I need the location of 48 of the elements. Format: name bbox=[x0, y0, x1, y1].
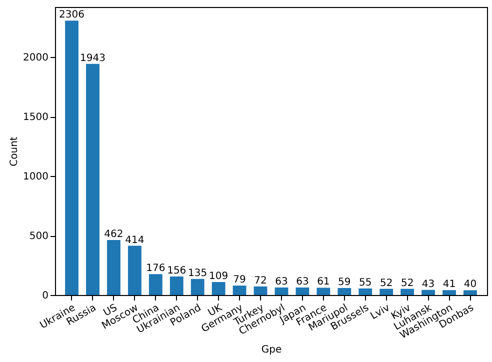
bar bbox=[170, 276, 184, 295]
y-tick-label: 0 bbox=[42, 290, 48, 302]
bar bbox=[464, 290, 477, 295]
data-label: 2306 bbox=[59, 10, 85, 21]
bar bbox=[296, 288, 310, 295]
data-label: 52 bbox=[400, 278, 414, 289]
data-label: 43 bbox=[422, 278, 435, 290]
data-label: 52 bbox=[380, 278, 393, 289]
data-label: 109 bbox=[209, 271, 228, 282]
bar bbox=[128, 246, 142, 295]
data-label: 462 bbox=[104, 229, 124, 240]
y-axis-title: Count bbox=[9, 136, 20, 166]
data-label: 414 bbox=[125, 234, 144, 246]
data-label: 72 bbox=[254, 275, 267, 286]
data-label: 79 bbox=[233, 274, 246, 286]
bar bbox=[380, 288, 394, 295]
y-tick-label: 1500 bbox=[23, 112, 48, 124]
bar bbox=[232, 286, 246, 295]
bar bbox=[316, 288, 330, 295]
data-label: 41 bbox=[442, 279, 456, 290]
data-label: 1943 bbox=[80, 52, 106, 64]
y-tick-label: 2000 bbox=[23, 52, 48, 64]
bar bbox=[65, 20, 78, 295]
data-label: 63 bbox=[275, 276, 288, 288]
y-tick-label: 1000 bbox=[23, 172, 48, 183]
data-label: 176 bbox=[146, 263, 166, 274]
data-label: 59 bbox=[338, 276, 351, 288]
data-label: 55 bbox=[359, 277, 372, 288]
bar bbox=[107, 240, 120, 295]
bar bbox=[338, 288, 352, 295]
data-label: 135 bbox=[188, 268, 208, 279]
data-label: 61 bbox=[317, 276, 330, 288]
bar bbox=[442, 290, 456, 295]
bar bbox=[358, 288, 372, 295]
bar bbox=[86, 64, 100, 295]
bar bbox=[212, 282, 226, 295]
data-label: 156 bbox=[167, 265, 186, 276]
x-axis-title: Gpe bbox=[261, 344, 282, 356]
bar bbox=[254, 286, 268, 295]
x-tick-label: Lviv bbox=[368, 302, 392, 322]
bar bbox=[422, 290, 435, 295]
bar bbox=[190, 278, 204, 295]
bar bbox=[148, 274, 162, 295]
bar bbox=[400, 288, 414, 295]
data-label: 63 bbox=[296, 276, 309, 288]
data-label: 40 bbox=[464, 279, 477, 290]
bar bbox=[274, 288, 288, 295]
y-tick-label: 500 bbox=[29, 231, 48, 242]
